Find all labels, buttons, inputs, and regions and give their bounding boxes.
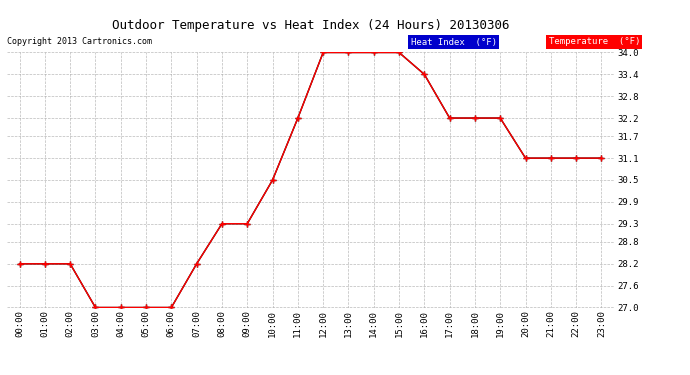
Text: Outdoor Temperature vs Heat Index (24 Hours) 20130306: Outdoor Temperature vs Heat Index (24 Ho…	[112, 19, 509, 32]
Text: Copyright 2013 Cartronics.com: Copyright 2013 Cartronics.com	[7, 38, 152, 46]
Text: Temperature  (°F): Temperature (°F)	[549, 38, 640, 46]
Text: Heat Index  (°F): Heat Index (°F)	[411, 38, 497, 46]
